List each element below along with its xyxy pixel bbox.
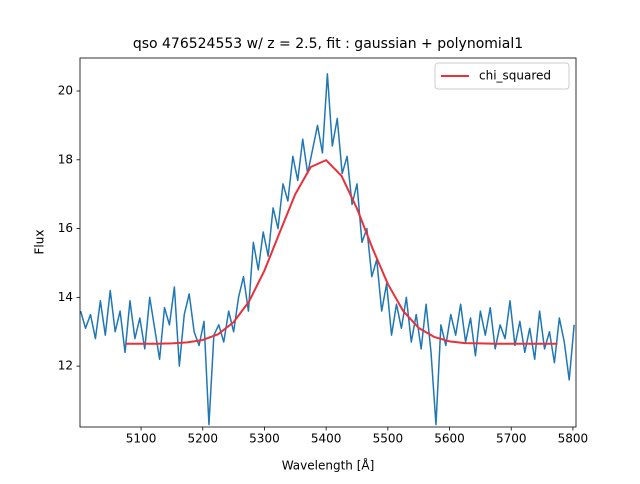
- y-tick-label: 20: [58, 84, 73, 98]
- x-tick-label: 5800: [558, 432, 589, 446]
- x-tick-label: 5300: [249, 432, 280, 446]
- x-tick-label: 5500: [373, 432, 404, 446]
- axes: 5100 5200 5300 5400 5500 5600 5700 5800 12 14 16 18…: [58, 57, 589, 446]
- y-tick-label: 14: [58, 290, 73, 304]
- x-tick-label: 5400: [311, 432, 342, 446]
- chart-title: qso 476524553 w/ z = 2.5, fit : gaussian…: [133, 36, 523, 52]
- y-tick-label: 12: [58, 359, 73, 373]
- axes-frame: [79, 57, 577, 428]
- y-tick-label: 16: [58, 221, 73, 235]
- spectrum-line: [80, 73, 575, 426]
- legend-label: chi_squared: [479, 69, 551, 83]
- plot-area: [80, 73, 575, 426]
- x-tick-label: 5600: [434, 432, 465, 446]
- x-tick-label: 5700: [496, 432, 527, 446]
- x-tick-label: 5200: [187, 432, 218, 446]
- fit-line: [125, 159, 558, 345]
- y-axis-label: Flux: [33, 230, 47, 255]
- x-tick-label: 5100: [126, 432, 157, 446]
- legend-box: [434, 62, 570, 90]
- x-axis-label: Wavelength [Å]: [282, 458, 375, 473]
- y-tick-label: 18: [58, 152, 73, 166]
